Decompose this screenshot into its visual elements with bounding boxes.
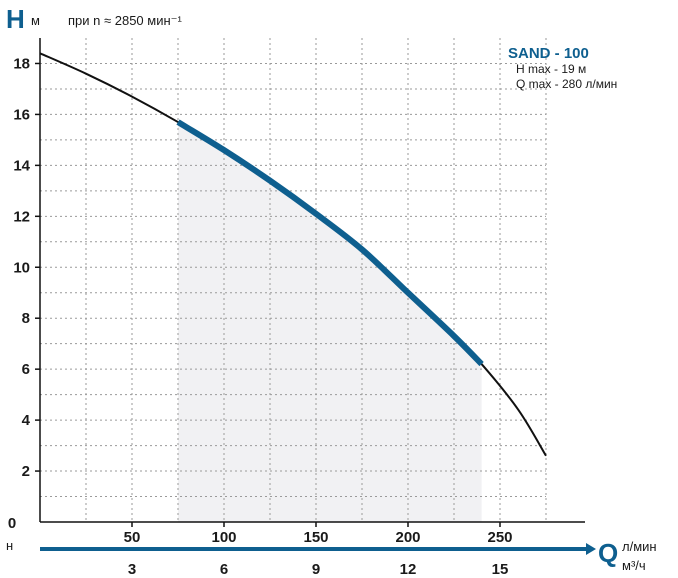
y-tick-label: 4 [22, 412, 31, 429]
y-tick-label: 6 [22, 361, 30, 378]
tick-labels: 2 4 6 8 10 12 14 16 18 50 100 150 200 250 3 6 9 12 15 [13, 55, 512, 578]
origin-label: 0 [8, 515, 16, 532]
y-axis-symbol: H [6, 4, 25, 34]
x-tick-label-lmin: 100 [211, 529, 236, 546]
corner-label: н [6, 538, 13, 553]
x-tick-label-m3h: 9 [312, 561, 320, 578]
x-tick-label-lmin: 250 [487, 529, 512, 546]
max-head-spec: H max - 19 м [516, 62, 586, 76]
y-tick-label: 16 [13, 106, 30, 123]
x-axis-symbol: Q [598, 538, 618, 568]
y-tick-label: 18 [13, 55, 30, 72]
y-tick-label: 8 [22, 310, 30, 327]
working-zone-fill [178, 122, 482, 522]
y-tick-label: 12 [13, 208, 30, 225]
curves [39, 52, 547, 457]
x-tick-label-m3h: 12 [400, 561, 417, 578]
x-tick-label-m3h: 15 [492, 561, 509, 578]
x-tick-label-m3h: 3 [128, 561, 136, 578]
x-tick-label-lmin: 50 [124, 529, 141, 546]
x-tick-label-lmin: 150 [303, 529, 328, 546]
x-axis-unit-primary: л/мин [622, 539, 657, 554]
axes [35, 38, 596, 555]
x-axis-arrow [586, 543, 596, 555]
x-axis-unit-secondary: м³/ч [622, 558, 646, 573]
model-name: SAND - 100 [508, 45, 589, 62]
x-tick-label-lmin: 200 [395, 529, 420, 546]
y-tick-label: 10 [13, 259, 30, 276]
x-tick-label-m3h: 6 [220, 561, 228, 578]
working-area-shade [178, 122, 482, 522]
max-flow-spec: Q max - 280 л/мин [516, 77, 617, 91]
y-axis-unit: м [31, 13, 40, 28]
working-range-line [176, 119, 484, 367]
y-tick-label: 14 [13, 157, 30, 174]
y-tick-label: 2 [22, 463, 30, 480]
x-axis-scale-bar [40, 547, 588, 551]
speed-condition: при n ≈ 2850 мин⁻¹ [68, 13, 183, 28]
